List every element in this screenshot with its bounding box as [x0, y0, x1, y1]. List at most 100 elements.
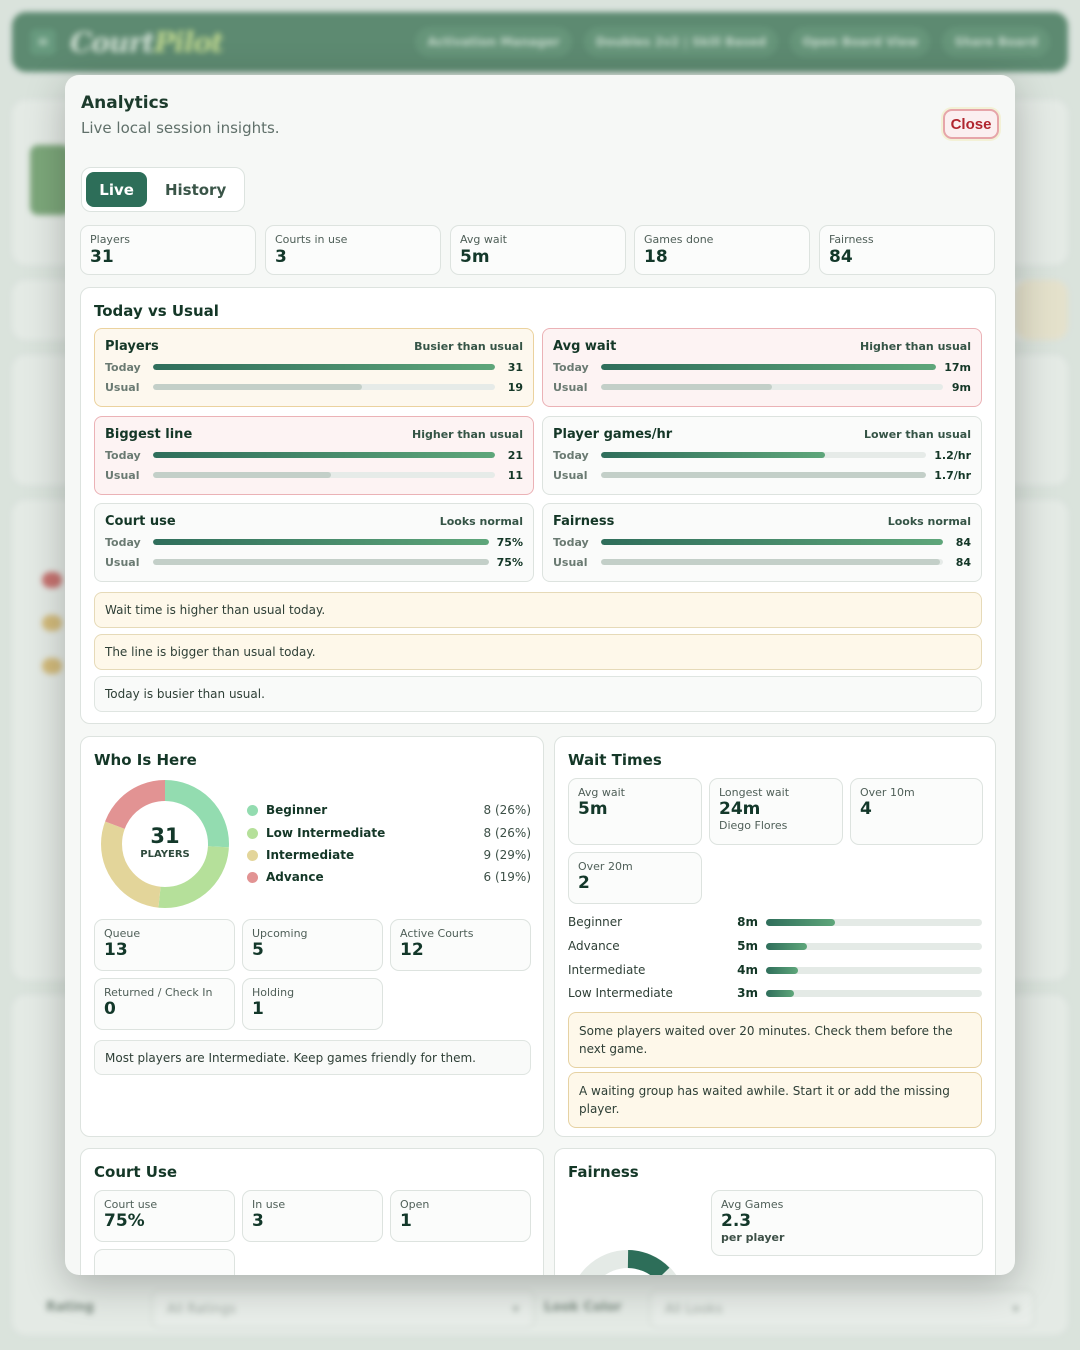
wait-group-name: Low Intermediate: [568, 986, 673, 1000]
today-bar-track: [153, 539, 489, 545]
comparison-card: Player games/hr Lower than usual Today 1.2/…: [542, 416, 982, 495]
legend-dot: [247, 849, 258, 861]
today-label: Today: [553, 448, 589, 462]
box-over-20m: Over 20m 2: [568, 852, 702, 904]
stat-courts-in-use: Courts in use 3: [265, 225, 441, 275]
usual-row: Usual 75%: [105, 555, 523, 569]
stat-value: 3: [275, 247, 287, 267]
stat-label: Fairness: [829, 233, 874, 246]
box-value: 24m: [719, 799, 761, 819]
usual-row: Usual 19: [105, 380, 523, 394]
comparison-status: Looks normal: [439, 515, 523, 528]
comparison-header: Biggest line Higher than usual: [105, 427, 523, 442]
modal-title: Analytics: [81, 93, 169, 113]
comparison-title: Player games/hr: [553, 427, 673, 442]
comparison-status: Lower than usual: [863, 428, 971, 441]
donut-total-label: PLAYERS: [140, 849, 190, 860]
nav-session-mode[interactable]: Doubles 2v2 | Skill Based: [583, 27, 779, 57]
today-bar: [601, 364, 937, 370]
today-vs-usual-section: Today vs Usual Players Busier than usual T…: [80, 287, 996, 724]
today-row: Today 75%: [105, 535, 523, 549]
box-sub: per player: [721, 1231, 785, 1244]
today-bar-track: [153, 452, 495, 458]
today-label: Today: [105, 448, 141, 462]
comparison-status: Looks normal: [887, 515, 971, 528]
bg-pill-red: [42, 572, 62, 588]
wait-bar: [766, 966, 799, 974]
wait-row: Beginner 8m: [568, 914, 982, 930]
box-extra: [94, 1249, 235, 1275]
usual-bar-track: [601, 384, 943, 390]
comparison-header: Fairness Looks normal: [553, 514, 971, 529]
today-bar: [153, 364, 495, 370]
nav-activation-manager[interactable]: Activation Manager: [415, 27, 572, 57]
bg-filter-rating-value: All Ratings: [167, 1301, 236, 1317]
usual-bar-track: [153, 472, 495, 478]
comparison-title: Avg wait: [553, 339, 617, 354]
today-value: 84: [955, 535, 971, 549]
usual-value: 84: [955, 555, 971, 569]
legend-value: 8 (26%): [483, 826, 531, 840]
box-upcoming: Upcoming 5: [242, 919, 383, 971]
wait-group-value: 4m: [737, 963, 758, 977]
comparison-title: Biggest line: [105, 427, 193, 442]
logo-part-a: Court: [70, 25, 155, 59]
comparison-status: Busier than usual: [414, 340, 523, 353]
box-label: Queue: [104, 927, 141, 940]
stat-fairness: Fairness 84: [819, 225, 995, 275]
bg-card-2b: [1015, 280, 1068, 340]
box-label: Active Courts: [400, 927, 474, 940]
usual-bar: [153, 472, 331, 478]
legend-dot: [247, 871, 258, 883]
stat-label: Avg wait: [460, 233, 507, 246]
box-label: Over 10m: [860, 786, 915, 799]
today-value: 1.2/hr: [934, 448, 971, 462]
box-longest-wait: Longest wait 24m Diego Flores: [709, 778, 843, 845]
stat-players: Players 31: [80, 225, 256, 275]
header-nav: Activation Manager Doubles 2v2 | Skill B…: [415, 27, 1050, 57]
today-row: Today 31: [105, 360, 523, 374]
usual-label: Usual: [105, 380, 140, 394]
today-label: Today: [105, 535, 141, 549]
bg-filter-look-label: Look Color: [544, 1300, 622, 1315]
wait-bar-track: [766, 942, 982, 950]
nav-share-board[interactable]: Share Board: [942, 27, 1050, 57]
close-button[interactable]: Close: [943, 109, 999, 139]
wait-group-value: 5m: [737, 939, 758, 953]
tab-live[interactable]: Live: [86, 172, 148, 207]
box-value: 2.3: [721, 1211, 752, 1231]
box-value: 13: [104, 940, 128, 960]
wait-row: Intermediate 4m: [568, 962, 982, 978]
wait-group-value: 8m: [737, 915, 758, 929]
comparison-title: Fairness: [553, 514, 615, 529]
today-bar: [153, 539, 489, 545]
bg-filter-rating-select[interactable]: All Ratings ▾: [152, 1290, 534, 1328]
insight-note: Today is busier than usual.: [94, 676, 982, 712]
skill-donut-chart: [99, 778, 231, 910]
legend-value: 8 (26%): [483, 803, 531, 817]
nav-open-board-view[interactable]: Open Board View: [790, 27, 931, 57]
bg-filter-look-select[interactable]: All Looks ▾: [650, 1290, 1034, 1328]
today-row: Today 84: [553, 535, 971, 549]
today-bar: [601, 452, 826, 458]
donut-slice-advance: [100, 779, 230, 909]
stat-value: 5m: [460, 247, 490, 267]
wait-bar: [766, 989, 795, 997]
comparison-title: Players: [105, 339, 159, 354]
menu-icon[interactable]: ≡: [30, 29, 56, 55]
view-tabs: Live History: [81, 167, 245, 212]
stat-label: Players: [90, 233, 130, 246]
stat-avg-wait: Avg wait 5m: [450, 225, 626, 275]
box-returned-check-in: Returned / Check In 0: [94, 978, 235, 1030]
fairness-section: Fairness Avg Games 2.3 per player: [554, 1148, 996, 1275]
today-value: 21: [507, 448, 523, 462]
app-header: ≡ CourtPilot Activation Manager Doubles …: [12, 12, 1068, 72]
today-bar-track: [153, 364, 495, 370]
today-value: 17m: [944, 360, 971, 374]
stat-value: 18: [644, 247, 668, 267]
tab-history[interactable]: History: [164, 180, 227, 199]
box-avg-games: Avg Games 2.3 per player: [711, 1190, 983, 1256]
today-bar-track: [601, 539, 943, 545]
today-label: Today: [105, 360, 141, 374]
comparison-card: Biggest line Higher than usual Today 21 Usua…: [94, 416, 534, 495]
